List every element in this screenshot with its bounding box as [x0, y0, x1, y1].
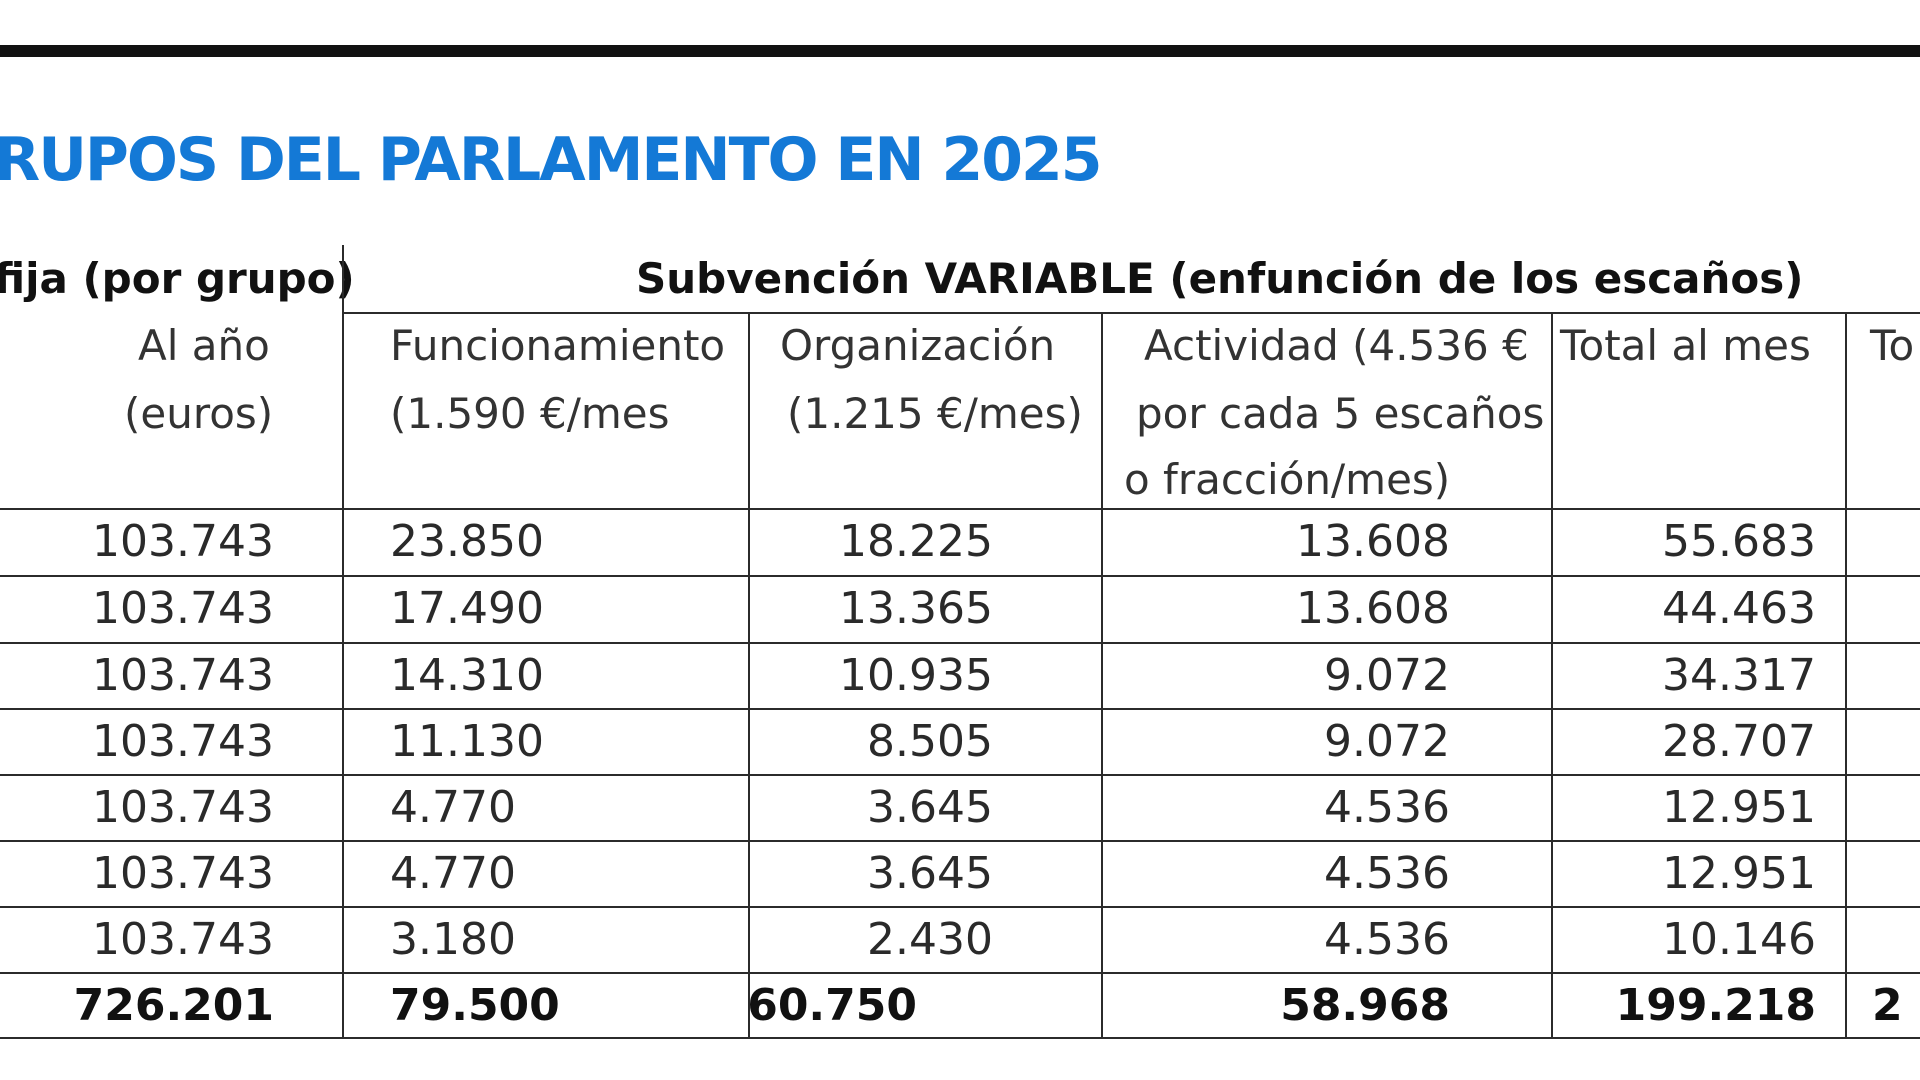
row-line-3: [0, 708, 1920, 710]
table-row-6-actividad: 4.536: [1324, 848, 1450, 899]
table-row-3-funcionamiento: 14.310: [390, 650, 544, 701]
table-row-3-total-mes: 34.317: [1662, 650, 1816, 701]
table-row-7-al-ano: 103.743: [92, 914, 274, 965]
table-row-2-funcionamiento: 17.490: [390, 583, 544, 634]
table-row-5-funcionamiento: 4.770: [390, 782, 516, 833]
table-row-1-actividad: 13.608: [1296, 516, 1450, 567]
top-rule: [0, 45, 1920, 57]
table-row-4-al-ano: 103.743: [92, 716, 274, 767]
totals-total-mes: 199.218: [1615, 980, 1816, 1031]
col-divider-1: [342, 245, 344, 1038]
header-organizacion: Organización: [780, 321, 1056, 370]
table-row-1-funcionamiento: 23.850: [390, 516, 544, 567]
row-line-2: [0, 642, 1920, 644]
table-row-1-organizacion: 18.225: [839, 516, 993, 567]
table-row-4-total-mes: 28.707: [1662, 716, 1816, 767]
table-row-6-total-mes: 12.951: [1662, 848, 1816, 899]
header-al-ano-unit: (euros): [124, 389, 274, 438]
row-line-1: [0, 575, 1920, 577]
header-actividad-note: o fracción/mes): [1124, 455, 1451, 504]
table-row-4-organizacion: 8.505: [867, 716, 993, 767]
section-fixed-header: fija (por grupo): [0, 254, 355, 303]
header-funcionamiento-rate: (1.590 €/mes: [390, 389, 670, 438]
table-row-5-total-mes: 12.951: [1662, 782, 1816, 833]
totals-total-cut: 2: [1872, 980, 1903, 1031]
table-row-5-al-ano: 103.743: [92, 782, 274, 833]
header-al-ano: Al año: [138, 321, 270, 370]
row-line-6: [0, 906, 1920, 908]
table-row-1-total-mes: 55.683: [1662, 516, 1816, 567]
row-line-7: [0, 972, 1920, 974]
table-row-3-actividad: 9.072: [1324, 650, 1450, 701]
table-row-3-organizacion: 10.935: [839, 650, 993, 701]
table-row-7-actividad: 4.536: [1324, 914, 1450, 965]
header-actividad: Actividad (4.536 €: [1144, 321, 1529, 370]
table-row-2-actividad: 13.608: [1296, 583, 1450, 634]
table-title: RUPOS DEL PARLAMENTO EN 2025: [0, 125, 1102, 195]
table-row-2-total-mes: 44.463: [1662, 583, 1816, 634]
col-divider-3: [1101, 312, 1103, 1038]
totals-actividad: 58.968: [1280, 980, 1450, 1031]
table-row-1-al-ano: 103.743: [92, 516, 274, 567]
table-bottom-line: [0, 1037, 1920, 1039]
table-row-4-actividad: 9.072: [1324, 716, 1450, 767]
table-row-2-al-ano: 103.743: [92, 583, 274, 634]
totals-funcionamiento: 79.500: [390, 980, 560, 1031]
table-row-3-al-ano: 103.743: [92, 650, 274, 701]
table-row-2-organizacion: 13.365: [839, 583, 993, 634]
totals-al-ano: 726.201: [73, 980, 274, 1031]
col-divider-2: [748, 312, 750, 1038]
header-total-cut: To: [1870, 321, 1915, 370]
header-organizacion-rate: (1.215 €/mes): [787, 389, 1083, 438]
table-row-6-organizacion: 3.645: [867, 848, 993, 899]
header-divider: [343, 312, 1920, 314]
header-actividad-rate: por cada 5 escaños: [1136, 389, 1545, 438]
totals-organizacion: 60.750: [747, 980, 917, 1031]
table-row-7-funcionamiento: 3.180: [390, 914, 516, 965]
table-row-4-funcionamiento: 11.130: [390, 716, 544, 767]
col-divider-4: [1551, 312, 1553, 1038]
header-total-mes: Total al mes: [1560, 321, 1811, 370]
header-bottom-line: [0, 508, 1920, 510]
table-row-6-funcionamiento: 4.770: [390, 848, 516, 899]
header-funcionamiento: Funcionamiento: [390, 321, 726, 370]
section-variable-header: Subvención VARIABLE (enfunción de los es…: [636, 254, 1804, 303]
table-row-5-actividad: 4.536: [1324, 782, 1450, 833]
table-row-7-total-mes: 10.146: [1662, 914, 1816, 965]
table-row-6-al-ano: 103.743: [92, 848, 274, 899]
row-line-5: [0, 840, 1920, 842]
table-row-5-organizacion: 3.645: [867, 782, 993, 833]
col-divider-5: [1845, 312, 1847, 1038]
row-line-4: [0, 774, 1920, 776]
table-row-7-organizacion: 2.430: [867, 914, 993, 965]
